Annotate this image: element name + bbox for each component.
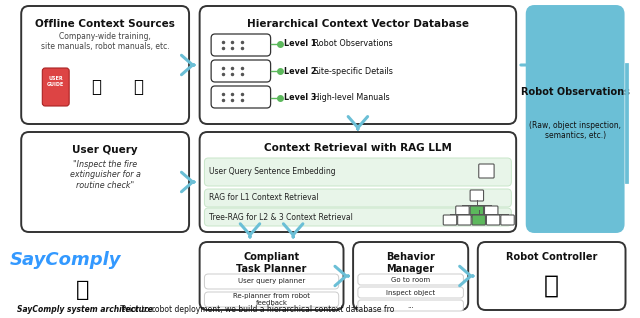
Text: Level 3.: Level 3. [284,93,319,102]
Text: "Inspect the fire
extinguisher for a
routine check": "Inspect the fire extinguisher for a rou… [70,160,141,190]
FancyBboxPatch shape [21,132,189,232]
Text: Company-wide training,
site manuals, robot manuals, etc.: Company-wide training, site manuals, rob… [41,32,170,52]
FancyBboxPatch shape [211,86,271,108]
FancyBboxPatch shape [211,34,271,56]
FancyBboxPatch shape [204,208,511,226]
FancyBboxPatch shape [42,68,69,106]
Text: User Query: User Query [72,145,138,155]
FancyBboxPatch shape [21,6,189,124]
Text: GUIDE: GUIDE [47,82,65,87]
Text: 🐕: 🐕 [544,274,559,298]
FancyBboxPatch shape [358,287,463,298]
Text: Go to room: Go to room [391,276,430,282]
FancyBboxPatch shape [470,206,484,217]
FancyBboxPatch shape [444,215,457,225]
Text: Site-specific Details: Site-specific Details [311,66,393,75]
FancyBboxPatch shape [204,292,339,307]
Text: RAG for L1 Context Retrieval: RAG for L1 Context Retrieval [209,193,319,203]
FancyBboxPatch shape [472,215,486,225]
FancyBboxPatch shape [358,300,463,311]
FancyBboxPatch shape [358,274,463,285]
Text: Tree-RAG for L2 & 3 Context Retrieval: Tree-RAG for L2 & 3 Context Retrieval [209,212,353,222]
Text: User Query Sentence Embedding: User Query Sentence Embedding [209,168,336,176]
Text: 👷: 👷 [76,280,90,300]
Text: (Raw, object inspection,
semantics, etc.): (Raw, object inspection, semantics, etc.… [529,121,621,140]
Text: SayComply system architecture.: SayComply system architecture. [17,305,156,314]
Text: Behavior
Manager: Behavior Manager [386,252,435,273]
FancyBboxPatch shape [527,6,623,232]
FancyBboxPatch shape [479,164,494,178]
Text: High-level Manuals: High-level Manuals [311,93,390,102]
Text: Level 2.: Level 2. [284,66,319,75]
FancyBboxPatch shape [200,242,344,310]
FancyBboxPatch shape [204,189,511,207]
Text: Level 1.: Level 1. [284,39,319,49]
FancyBboxPatch shape [204,274,339,289]
FancyBboxPatch shape [200,6,516,124]
Text: Re-planner from robot
feedback: Re-planner from robot feedback [233,293,310,306]
FancyBboxPatch shape [458,215,471,225]
Text: Robot Controller: Robot Controller [506,252,597,262]
Text: Robot Observations: Robot Observations [311,39,392,49]
Text: Hierarchical Context Vector Database: Hierarchical Context Vector Database [247,19,469,29]
FancyBboxPatch shape [200,132,516,232]
Text: Offline Context Sources: Offline Context Sources [35,19,175,29]
FancyBboxPatch shape [478,242,625,310]
Text: User query planner: User query planner [238,279,305,285]
Text: Prior to robot deployment, we build a hierarchical context database fro: Prior to robot deployment, we build a hi… [119,305,394,314]
FancyBboxPatch shape [353,242,468,310]
FancyBboxPatch shape [204,158,511,186]
Text: Robot Observations: Robot Observations [521,87,630,97]
FancyBboxPatch shape [486,215,500,225]
Text: ...: ... [407,302,414,308]
FancyBboxPatch shape [470,190,484,201]
FancyBboxPatch shape [501,215,515,225]
Text: Inspect object: Inspect object [386,289,435,295]
Text: 📢: 📢 [91,78,101,96]
Text: Compliant
Task Planner: Compliant Task Planner [236,252,307,273]
Text: SayComply: SayComply [10,251,121,269]
FancyBboxPatch shape [456,206,469,217]
FancyBboxPatch shape [211,60,271,82]
FancyBboxPatch shape [484,206,498,217]
Text: Context Retrieval with RAG LLM: Context Retrieval with RAG LLM [264,143,452,153]
Text: USER: USER [49,76,63,81]
Text: 📍: 📍 [133,78,143,96]
